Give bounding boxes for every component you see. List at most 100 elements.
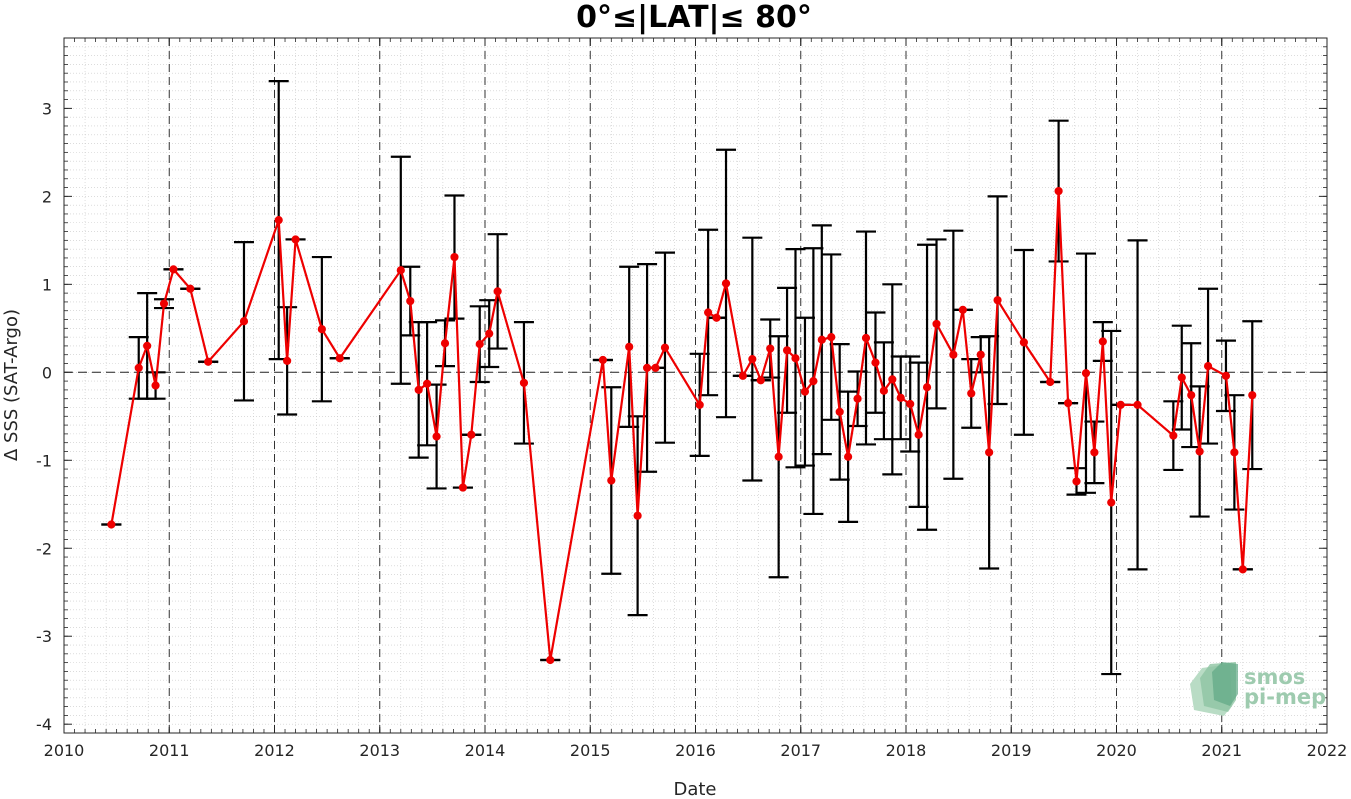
data-point xyxy=(1046,377,1055,387)
logo-mark-icon xyxy=(1190,662,1238,716)
data-point xyxy=(1107,498,1116,507)
data-point xyxy=(1238,565,1247,574)
data-point xyxy=(985,448,994,457)
data-point xyxy=(695,400,704,409)
data-point xyxy=(151,381,160,390)
data-point xyxy=(335,354,344,363)
data-point xyxy=(827,333,836,342)
data-point xyxy=(440,339,450,348)
data-point xyxy=(993,296,1002,305)
data-point xyxy=(607,476,616,485)
data-point xyxy=(239,317,249,326)
data-point xyxy=(1072,477,1081,486)
data-point xyxy=(660,343,670,352)
logo-text-smos: smos xyxy=(1244,665,1305,689)
data-point xyxy=(274,216,283,225)
data-point xyxy=(406,296,415,306)
y-tick-label: -4 xyxy=(36,715,52,734)
data-point xyxy=(1248,391,1257,400)
data-point xyxy=(791,354,800,363)
data-point xyxy=(1195,447,1204,456)
data-point xyxy=(642,363,652,373)
data-point xyxy=(800,387,810,396)
data-point xyxy=(450,252,459,262)
data-point xyxy=(835,407,844,416)
data-point xyxy=(853,394,862,403)
x-tick-label: 2021 xyxy=(1201,741,1242,760)
data-point xyxy=(317,325,326,334)
x-tick-labels: 2010 2011 2012 2013 2014 2015 2016 2017 2018 2019… xyxy=(44,741,1348,760)
data-point xyxy=(738,371,747,380)
x-axis-label: Date xyxy=(673,779,716,799)
data-point xyxy=(651,363,660,373)
data-point xyxy=(169,265,178,274)
data-point xyxy=(967,389,976,398)
data-point xyxy=(756,376,765,385)
data-point xyxy=(1230,448,1239,457)
data-point xyxy=(844,452,853,461)
x-tick-label: 2015 xyxy=(570,741,611,760)
y-axis-label: Δ SSS (SAT-Argo) xyxy=(1,309,22,461)
data-point xyxy=(1169,431,1178,440)
data-point xyxy=(1019,338,1028,347)
x-tick-label: 2013 xyxy=(359,741,400,760)
data-point xyxy=(625,342,634,351)
data-point xyxy=(1098,337,1107,346)
x-tick-label: 2018 xyxy=(886,741,927,760)
data-point xyxy=(423,379,432,388)
data-point xyxy=(774,452,783,461)
data-point xyxy=(519,378,529,387)
x-tick-label: 2012 xyxy=(254,741,295,760)
data-point xyxy=(721,279,731,288)
data-point xyxy=(896,393,905,402)
data-point xyxy=(976,350,985,359)
data-point xyxy=(432,432,441,441)
data-point xyxy=(766,344,775,353)
x-tick-label: 2020 xyxy=(1096,741,1137,760)
data-point xyxy=(1090,448,1099,457)
data-point xyxy=(949,350,958,359)
data-point xyxy=(204,357,213,366)
data-point xyxy=(1133,400,1142,409)
x-tick-label: 2017 xyxy=(780,741,821,760)
data-point xyxy=(914,430,923,439)
data-point xyxy=(888,375,897,384)
data-point xyxy=(712,313,721,322)
smos-pi-mep-logo: smos pi-mep xyxy=(1190,662,1326,716)
data-point xyxy=(107,520,116,529)
y-tick-label: 0 xyxy=(42,363,52,382)
y-tick-label: -1 xyxy=(36,451,52,470)
data-point xyxy=(932,319,941,329)
data-point xyxy=(414,385,423,394)
data-point xyxy=(283,356,292,365)
data-point xyxy=(922,383,932,392)
data-point xyxy=(546,655,555,665)
data-point xyxy=(467,430,476,439)
data-point xyxy=(748,355,757,364)
data-point xyxy=(475,340,484,349)
data-point xyxy=(485,329,494,338)
data-point xyxy=(291,235,300,244)
data-point xyxy=(458,483,467,492)
chart-title: 0°≤|LAT|≤ 80° xyxy=(576,0,812,35)
y-tick-label: 3 xyxy=(42,99,52,118)
data-point xyxy=(493,287,502,296)
data-point xyxy=(1081,369,1091,378)
x-tick-label: 2022 xyxy=(1307,741,1348,760)
data-point xyxy=(159,299,169,308)
x-tick-label: 2011 xyxy=(149,741,190,760)
data-point xyxy=(143,341,152,351)
data-point xyxy=(1187,391,1196,400)
data-point xyxy=(861,333,871,343)
data-point xyxy=(1177,373,1186,382)
data-point xyxy=(879,386,888,395)
y-tick-label: 2 xyxy=(42,187,52,206)
data-point xyxy=(1221,371,1231,380)
data-point xyxy=(809,377,818,386)
grid-major xyxy=(168,38,1223,733)
logo-text-pi-mep: pi-mep xyxy=(1244,685,1326,709)
data-point xyxy=(633,511,642,520)
data-point xyxy=(704,308,713,317)
